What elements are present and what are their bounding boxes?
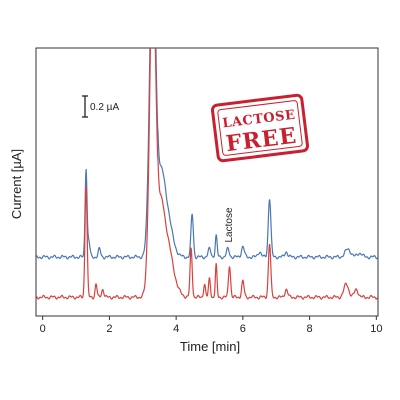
plot-frame <box>35 47 379 317</box>
x-tick-label: 2 <box>106 323 112 335</box>
x-tick-label: 4 <box>173 323 179 335</box>
series-blue-line <box>36 48 378 260</box>
series-layer <box>36 48 378 300</box>
x-tick-label: 8 <box>307 323 313 335</box>
stamp-frame <box>210 93 310 163</box>
x-axis-label: Time [min] <box>180 339 240 354</box>
x-tick-label: 10 <box>370 323 382 335</box>
stamp-inner-frame <box>217 100 303 156</box>
y-axis-label: Current [µA] <box>9 149 24 219</box>
x-tick-label: 0 <box>40 323 46 335</box>
lactose-free-stamp: LACTOSE FREE <box>210 93 310 163</box>
x-tick-label: 6 <box>240 323 246 335</box>
scale-bar: 0.2 µA <box>82 95 119 118</box>
scale-bar-label: 0.2 µA <box>90 102 119 113</box>
lactose-annotation: Lactose <box>224 207 235 242</box>
series-red-line <box>36 48 378 300</box>
x-axis-ticks: 0 2 4 6 8 10 <box>40 316 382 335</box>
